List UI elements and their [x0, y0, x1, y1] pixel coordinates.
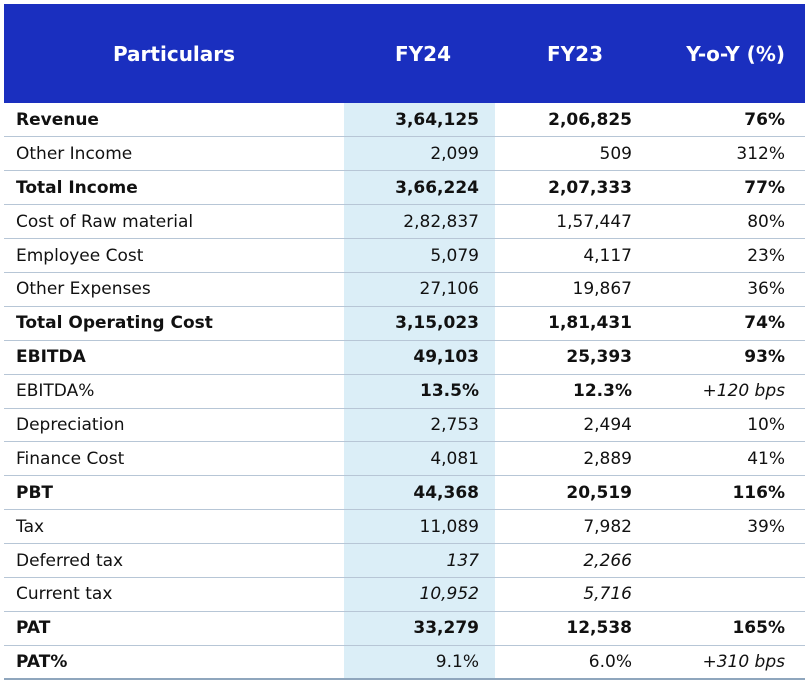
fy23-value: 2,06,825 — [495, 103, 651, 138]
row-pat-margin: PAT% 9.1% 6.0% +310 bps — [4, 645, 805, 681]
row-label: Other Income — [4, 136, 344, 172]
row-label: Tax — [4, 509, 344, 545]
fy23-value: 6.0% — [495, 645, 651, 681]
row-other-income: Other Income 2,099 509 312% — [4, 136, 805, 172]
header-fy23: FY23 — [547, 41, 603, 66]
yoy-value: +310 bps — [651, 645, 805, 681]
table-header-row: Particulars FY24 FY23 Y-o-Y (%) — [4, 4, 805, 103]
fy23-value: 5,716 — [495, 577, 651, 612]
fy24-value: 10,952 — [344, 577, 495, 612]
fy24-value: 2,099 — [344, 136, 495, 172]
fy23-value: 2,889 — [495, 441, 651, 477]
fy23-value: 509 — [495, 136, 651, 172]
fy24-value: 3,64,125 — [344, 103, 495, 138]
row-label: Total Income — [4, 170, 344, 206]
row-label: Depreciation — [4, 408, 344, 443]
row-other-expenses: Other Expenses 27,106 19,867 36% — [4, 272, 805, 307]
row-depreciation: Depreciation 2,753 2,494 10% — [4, 408, 805, 443]
row-total-operating-cost: Total Operating Cost 3,15,023 1,81,431 7… — [4, 306, 805, 341]
yoy-value: 93% — [651, 340, 805, 375]
fy24-value: 2,753 — [344, 408, 495, 443]
fy23-value: 1,81,431 — [495, 306, 651, 341]
yoy-value: 41% — [651, 441, 805, 477]
fy23-value: 4,117 — [495, 238, 651, 273]
yoy-value: 10% — [651, 408, 805, 443]
fy23-value: 25,393 — [495, 340, 651, 375]
header-particulars: Particulars — [112, 41, 236, 66]
yoy-value: 77% — [651, 170, 805, 206]
fy24-value: 49,103 — [344, 340, 495, 375]
fy24-value: 3,66,224 — [344, 170, 495, 206]
yoy-value: 76% — [651, 103, 805, 138]
fy23-value: 19,867 — [495, 272, 651, 307]
row-ebitda-margin: EBITDA% 13.5% 12.3% +120 bps — [4, 374, 805, 409]
fy24-value: 9.1% — [344, 645, 495, 681]
header-fy24: FY24 — [395, 41, 451, 66]
yoy-value: 116% — [651, 475, 805, 511]
yoy-value: 312% — [651, 136, 805, 172]
fy24-value: 27,106 — [344, 272, 495, 307]
yoy-value — [651, 577, 805, 612]
fy23-value: 20,519 — [495, 475, 651, 511]
yoy-value: 39% — [651, 509, 805, 545]
row-ebitda: EBITDA 49,103 25,393 93% — [4, 340, 805, 375]
yoy-value: 23% — [651, 238, 805, 273]
row-label: Deferred tax — [4, 543, 344, 578]
row-label: EBITDA — [4, 340, 344, 375]
yoy-value: 165% — [651, 611, 805, 646]
fy24-value: 2,82,837 — [344, 204, 495, 240]
fy24-value: 33,279 — [344, 611, 495, 646]
row-deferred-tax: Deferred tax 137 2,266 — [4, 543, 805, 578]
fy23-value: 2,07,333 — [495, 170, 651, 206]
row-finance-cost: Finance Cost 4,081 2,889 41% — [4, 441, 805, 477]
yoy-value — [651, 543, 805, 578]
row-total-income: Total Income 3,66,224 2,07,333 77% — [4, 170, 805, 206]
row-label: Current tax — [4, 577, 344, 612]
fy23-value: 2,266 — [495, 543, 651, 578]
row-label: Other Expenses — [4, 272, 344, 307]
fy24-value: 13.5% — [344, 374, 495, 409]
row-label: PAT% — [4, 645, 344, 681]
row-employee-cost: Employee Cost 5,079 4,117 23% — [4, 238, 805, 273]
row-cost-of-raw-material: Cost of Raw material 2,82,837 1,57,447 8… — [4, 204, 805, 240]
row-label: Finance Cost — [4, 441, 344, 477]
header-yoy: Y-o-Y (%) — [686, 41, 785, 66]
yoy-value: +120 bps — [651, 374, 805, 409]
fy24-value: 44,368 — [344, 475, 495, 511]
yoy-value: 80% — [651, 204, 805, 240]
row-pat: PAT 33,279 12,538 165% — [4, 611, 805, 646]
row-label: Total Operating Cost — [4, 306, 344, 341]
row-label: Revenue — [4, 103, 344, 138]
row-revenue: Revenue 3,64,125 2,06,825 76% — [4, 103, 805, 138]
yoy-value: 74% — [651, 306, 805, 341]
yoy-value: 36% — [651, 272, 805, 307]
row-label: Employee Cost — [4, 238, 344, 273]
fy24-value: 3,15,023 — [344, 306, 495, 341]
fy23-value: 7,982 — [495, 509, 651, 545]
row-label: PAT — [4, 611, 344, 646]
fy23-value: 2,494 — [495, 408, 651, 443]
row-pbt: PBT 44,368 20,519 116% — [4, 475, 805, 511]
row-label: Cost of Raw material — [4, 204, 344, 240]
row-tax: Tax 11,089 7,982 39% — [4, 509, 805, 545]
fy23-value: 12.3% — [495, 374, 651, 409]
fy23-value: 1,57,447 — [495, 204, 651, 240]
fy23-value: 12,538 — [495, 611, 651, 646]
row-current-tax: Current tax 10,952 5,716 — [4, 577, 805, 612]
row-label: PBT — [4, 475, 344, 511]
row-label: EBITDA% — [4, 374, 344, 409]
fy24-value: 4,081 — [344, 441, 495, 477]
financials-table: Particulars FY24 FY23 Y-o-Y (%) Revenue … — [4, 4, 805, 681]
fy24-value: 11,089 — [344, 509, 495, 545]
fy24-value: 5,079 — [344, 238, 495, 273]
fy24-value: 137 — [344, 543, 495, 578]
